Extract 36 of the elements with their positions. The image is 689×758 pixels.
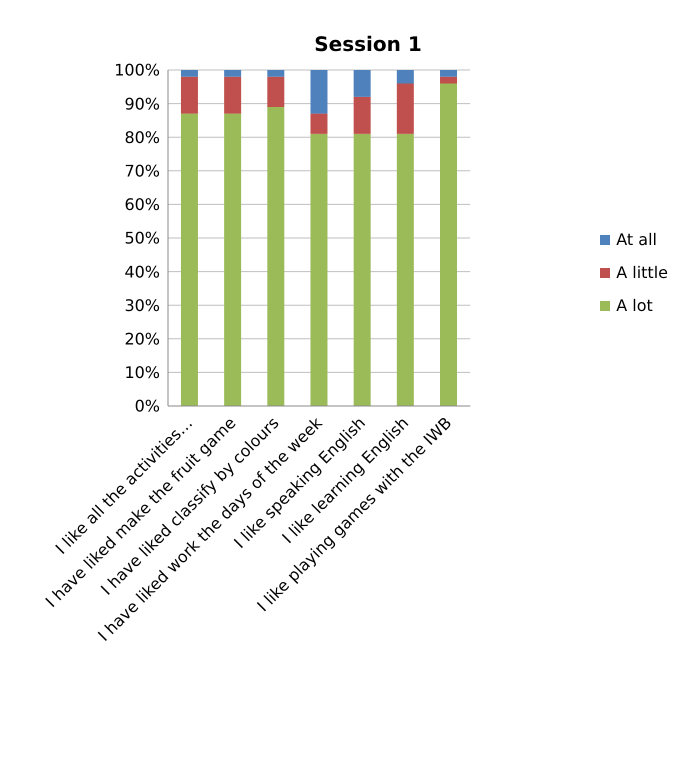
bar (396, 83, 414, 134)
bar (267, 70, 284, 77)
y-tick-label: 80% (124, 128, 160, 147)
y-tick-label: 10% (124, 363, 160, 382)
y-tick-label: 60% (124, 195, 160, 214)
bar (310, 114, 328, 134)
bar (310, 70, 328, 114)
bar (440, 70, 458, 77)
y-tick-label: 50% (124, 228, 160, 248)
chart-title: Session 1 (313, 31, 423, 56)
y-tick-label: 0% (134, 396, 160, 416)
bar (224, 114, 242, 406)
bar (396, 70, 414, 84)
bar (224, 76, 242, 114)
bar (267, 106, 284, 406)
legend-label: A lot (616, 296, 653, 315)
y-tick-label: 20% (124, 329, 160, 348)
bar (310, 134, 328, 406)
bar (180, 76, 198, 114)
y-tick-label: 30% (124, 296, 160, 315)
y-tick-label: 100% (114, 60, 160, 80)
bar (440, 76, 458, 84)
bar (354, 134, 371, 406)
y-tick-label: 70% (124, 161, 160, 180)
bar (354, 96, 371, 134)
y-tick-label: 90% (124, 94, 160, 114)
bar (224, 70, 242, 77)
bar (267, 76, 284, 107)
bar (440, 83, 458, 406)
legend-label: At all (616, 230, 657, 249)
bar (396, 134, 414, 406)
bar (180, 70, 198, 77)
y-tick-label: 40% (124, 262, 160, 282)
bar (354, 70, 371, 97)
legend-label: A little (616, 263, 668, 282)
bar (180, 114, 198, 406)
